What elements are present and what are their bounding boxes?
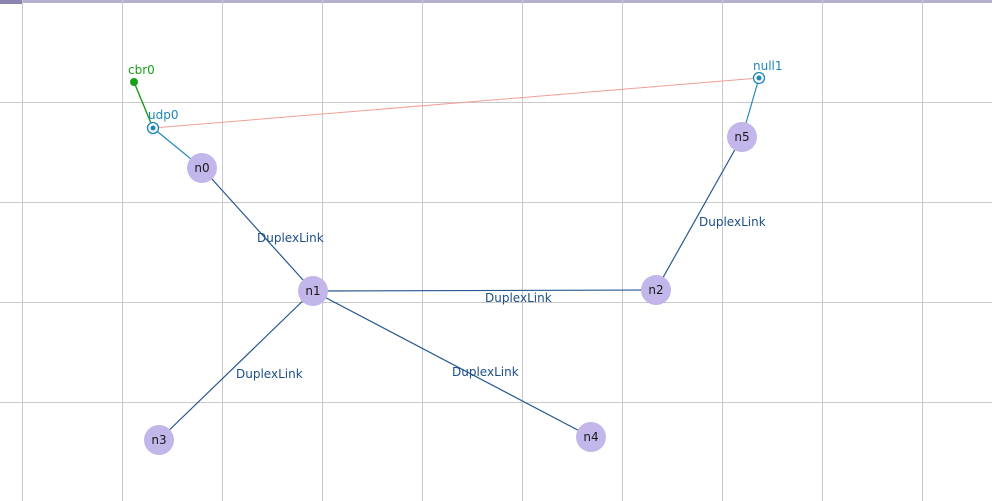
node-label: n5	[734, 130, 749, 144]
node-label: n0	[194, 161, 209, 175]
node-label: n2	[648, 283, 663, 297]
node-n2[interactable]: n2	[641, 275, 671, 305]
node-label: n4	[583, 430, 598, 444]
link-label-n1-n2: DuplexLink	[485, 291, 552, 305]
node-label: n3	[151, 433, 166, 447]
application-dot-icon[interactable]	[130, 78, 138, 86]
agent-label: udp0	[148, 108, 178, 122]
agent-udp0[interactable]: udp0	[148, 108, 179, 134]
link-line-n0-n1[interactable]	[202, 168, 313, 291]
node-n5[interactable]: n5	[727, 122, 757, 152]
link-label-n2-n5: DuplexLink	[699, 215, 766, 229]
agent-dot-icon	[757, 76, 762, 81]
node-n4[interactable]: n4	[576, 422, 606, 452]
application-cbr0[interactable]: cbr0	[128, 63, 155, 86]
link-line-n1-n3[interactable]	[159, 291, 313, 440]
node-label: n1	[305, 284, 320, 298]
agent-dot-icon	[151, 126, 156, 131]
link-line-n2-n5[interactable]	[656, 137, 742, 290]
agent-null1[interactable]: null1	[753, 59, 783, 84]
agent-label: null1	[753, 59, 783, 73]
node-n3[interactable]: n3	[144, 425, 174, 455]
link-label-n1-n4: DuplexLink	[452, 365, 519, 379]
node-n1[interactable]: n1	[298, 276, 328, 306]
application-label: cbr0	[128, 63, 155, 77]
link-label-n0-n1: DuplexLink	[257, 231, 324, 245]
link-label-n1-n3: DuplexLink	[236, 367, 303, 381]
link-line-n1-n4[interactable]	[313, 291, 591, 437]
node-n0[interactable]: n0	[187, 153, 217, 183]
